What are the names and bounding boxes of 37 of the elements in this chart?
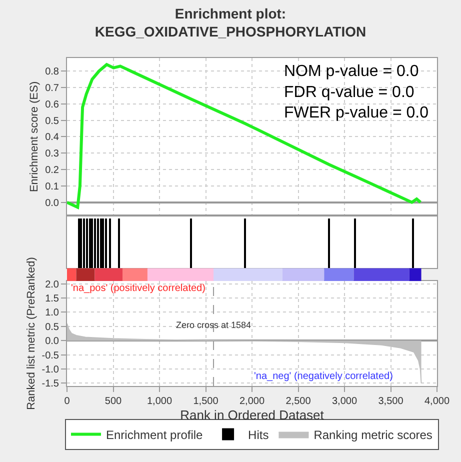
y-axis-title: Ranked list metric (PreRanked) (25, 257, 38, 410)
y-tick-label: 1.0 (45, 308, 60, 319)
annotation: NOM p-value = 0.0 FDR q-value = 0.0 FWER p-value = 0.0 (284, 63, 429, 122)
x-axis-title: Rank in Ordered Dataset (180, 408, 324, 423)
x-tick-label: 3,500 (378, 396, 404, 407)
legend-label: Ranking metric scores (314, 428, 432, 442)
legend-label: Enrichment profile (106, 428, 204, 442)
x-tick-label: 3,000 (332, 396, 358, 407)
x-tick-label: 2,500 (286, 396, 312, 407)
annotation: 'na_pos' (positively correlated) (71, 283, 206, 294)
x-tick-label: 2,000 (239, 396, 265, 407)
chart-title: Enrichment plot: KEGG_OXIDATIVE_PHOSPHORYLATION (94, 5, 366, 40)
legend-label: Hits (248, 428, 269, 442)
y-tick-label: 0.6 (45, 99, 60, 110)
annotation: 'na_neg' (negatively correlated) (254, 371, 393, 382)
y-tick-label: 0.7 (45, 83, 60, 94)
y-tick-label: -0.5 (42, 350, 60, 362)
y-tick-label: 0.5 (45, 322, 60, 333)
y-tick-label: 0.8 (45, 66, 60, 78)
y-tick-label: -1.0 (42, 364, 60, 376)
y-tick-label: 0.3 (45, 148, 60, 160)
y-tick-label: 0.5 (45, 116, 60, 127)
y-tick-label: 2.0 (45, 279, 60, 290)
ref-line-label: Zero cross at 1584 (176, 320, 252, 330)
x-tick-label: 4,000 (424, 396, 450, 407)
y-axis-title: Enrichment score (ES) (28, 81, 41, 192)
y-tick-label: 0.0 (45, 336, 60, 348)
y-tick-label: 0.1 (45, 181, 60, 192)
y-tick-label: 0.0 (45, 198, 60, 209)
y-tick-label: 0.2 (45, 165, 60, 176)
y-tick-label: 0.4 (45, 132, 60, 144)
x-tick-label: 500 (104, 396, 122, 407)
x-tick-label: 1,500 (193, 396, 219, 407)
y-tick-label: -1.5 (42, 378, 60, 390)
x-tick-label: 1,000 (146, 396, 172, 407)
y-tick-label: 1.5 (45, 294, 60, 305)
x-tick-label: 0 (64, 396, 70, 407)
